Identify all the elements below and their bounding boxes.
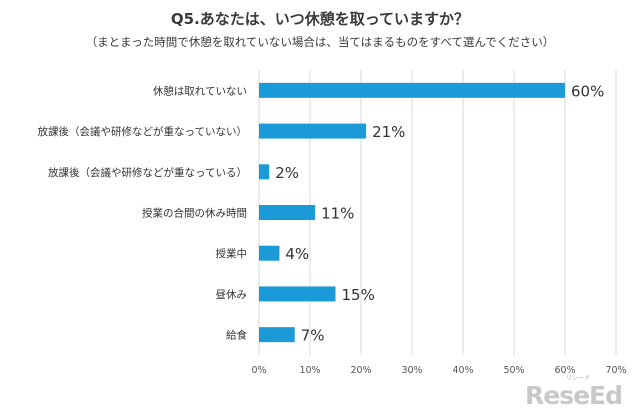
bar-2 — [259, 164, 270, 180]
chart-subtitle: （まとまった時間で休憩を取れていない場合は、当てはまるものをすべて選んでください… — [85, 35, 555, 49]
bar-1 — [259, 123, 367, 139]
chart-title: Q5.あなたは、いつ休憩を取っていますか？ — [170, 10, 470, 28]
category-label-1: 放課後（会議や研修などが重なっていない） — [38, 125, 247, 138]
x-tick-label-4: 40% — [452, 365, 473, 376]
category-label-6: 給食 — [226, 329, 247, 342]
bar-4 — [259, 245, 280, 261]
x-tick-label-6: 60% — [554, 365, 575, 376]
bar-6 — [259, 327, 295, 343]
value-label-0: 60% — [571, 82, 604, 100]
bar-0 — [259, 82, 565, 98]
category-label-5: 昼休み — [216, 289, 248, 301]
category-label-2: 放課後（会議や研修などが重なっている） — [48, 166, 247, 179]
bar-5 — [259, 286, 336, 302]
x-tick-label-3: 30% — [401, 365, 422, 376]
x-tick-label-5: 50% — [503, 365, 524, 376]
x-tick-label-1: 10% — [299, 365, 320, 376]
value-label-4: 4% — [285, 245, 309, 263]
value-label-6: 7% — [301, 327, 325, 345]
category-label-3: 授業の合間の休み時間 — [142, 207, 247, 220]
reseed-logo: リシード ReseEd — [525, 375, 632, 412]
value-label-1: 21% — [372, 123, 405, 141]
x-tick-label-7: 70% — [605, 365, 626, 376]
value-label-3: 11% — [321, 205, 354, 223]
value-label-5: 15% — [342, 286, 375, 304]
bar-3 — [259, 205, 316, 220]
category-label-0: 休憩は取れていない — [153, 84, 247, 97]
x-tick-label-2: 20% — [350, 365, 371, 376]
category-label-4: 授業中 — [216, 247, 248, 260]
value-label-2: 2% — [275, 164, 299, 182]
x-tick-label-0: 0% — [251, 365, 266, 376]
logo-subtext: リシード — [565, 375, 590, 382]
logo-text: ReseEd — [524, 381, 623, 410]
